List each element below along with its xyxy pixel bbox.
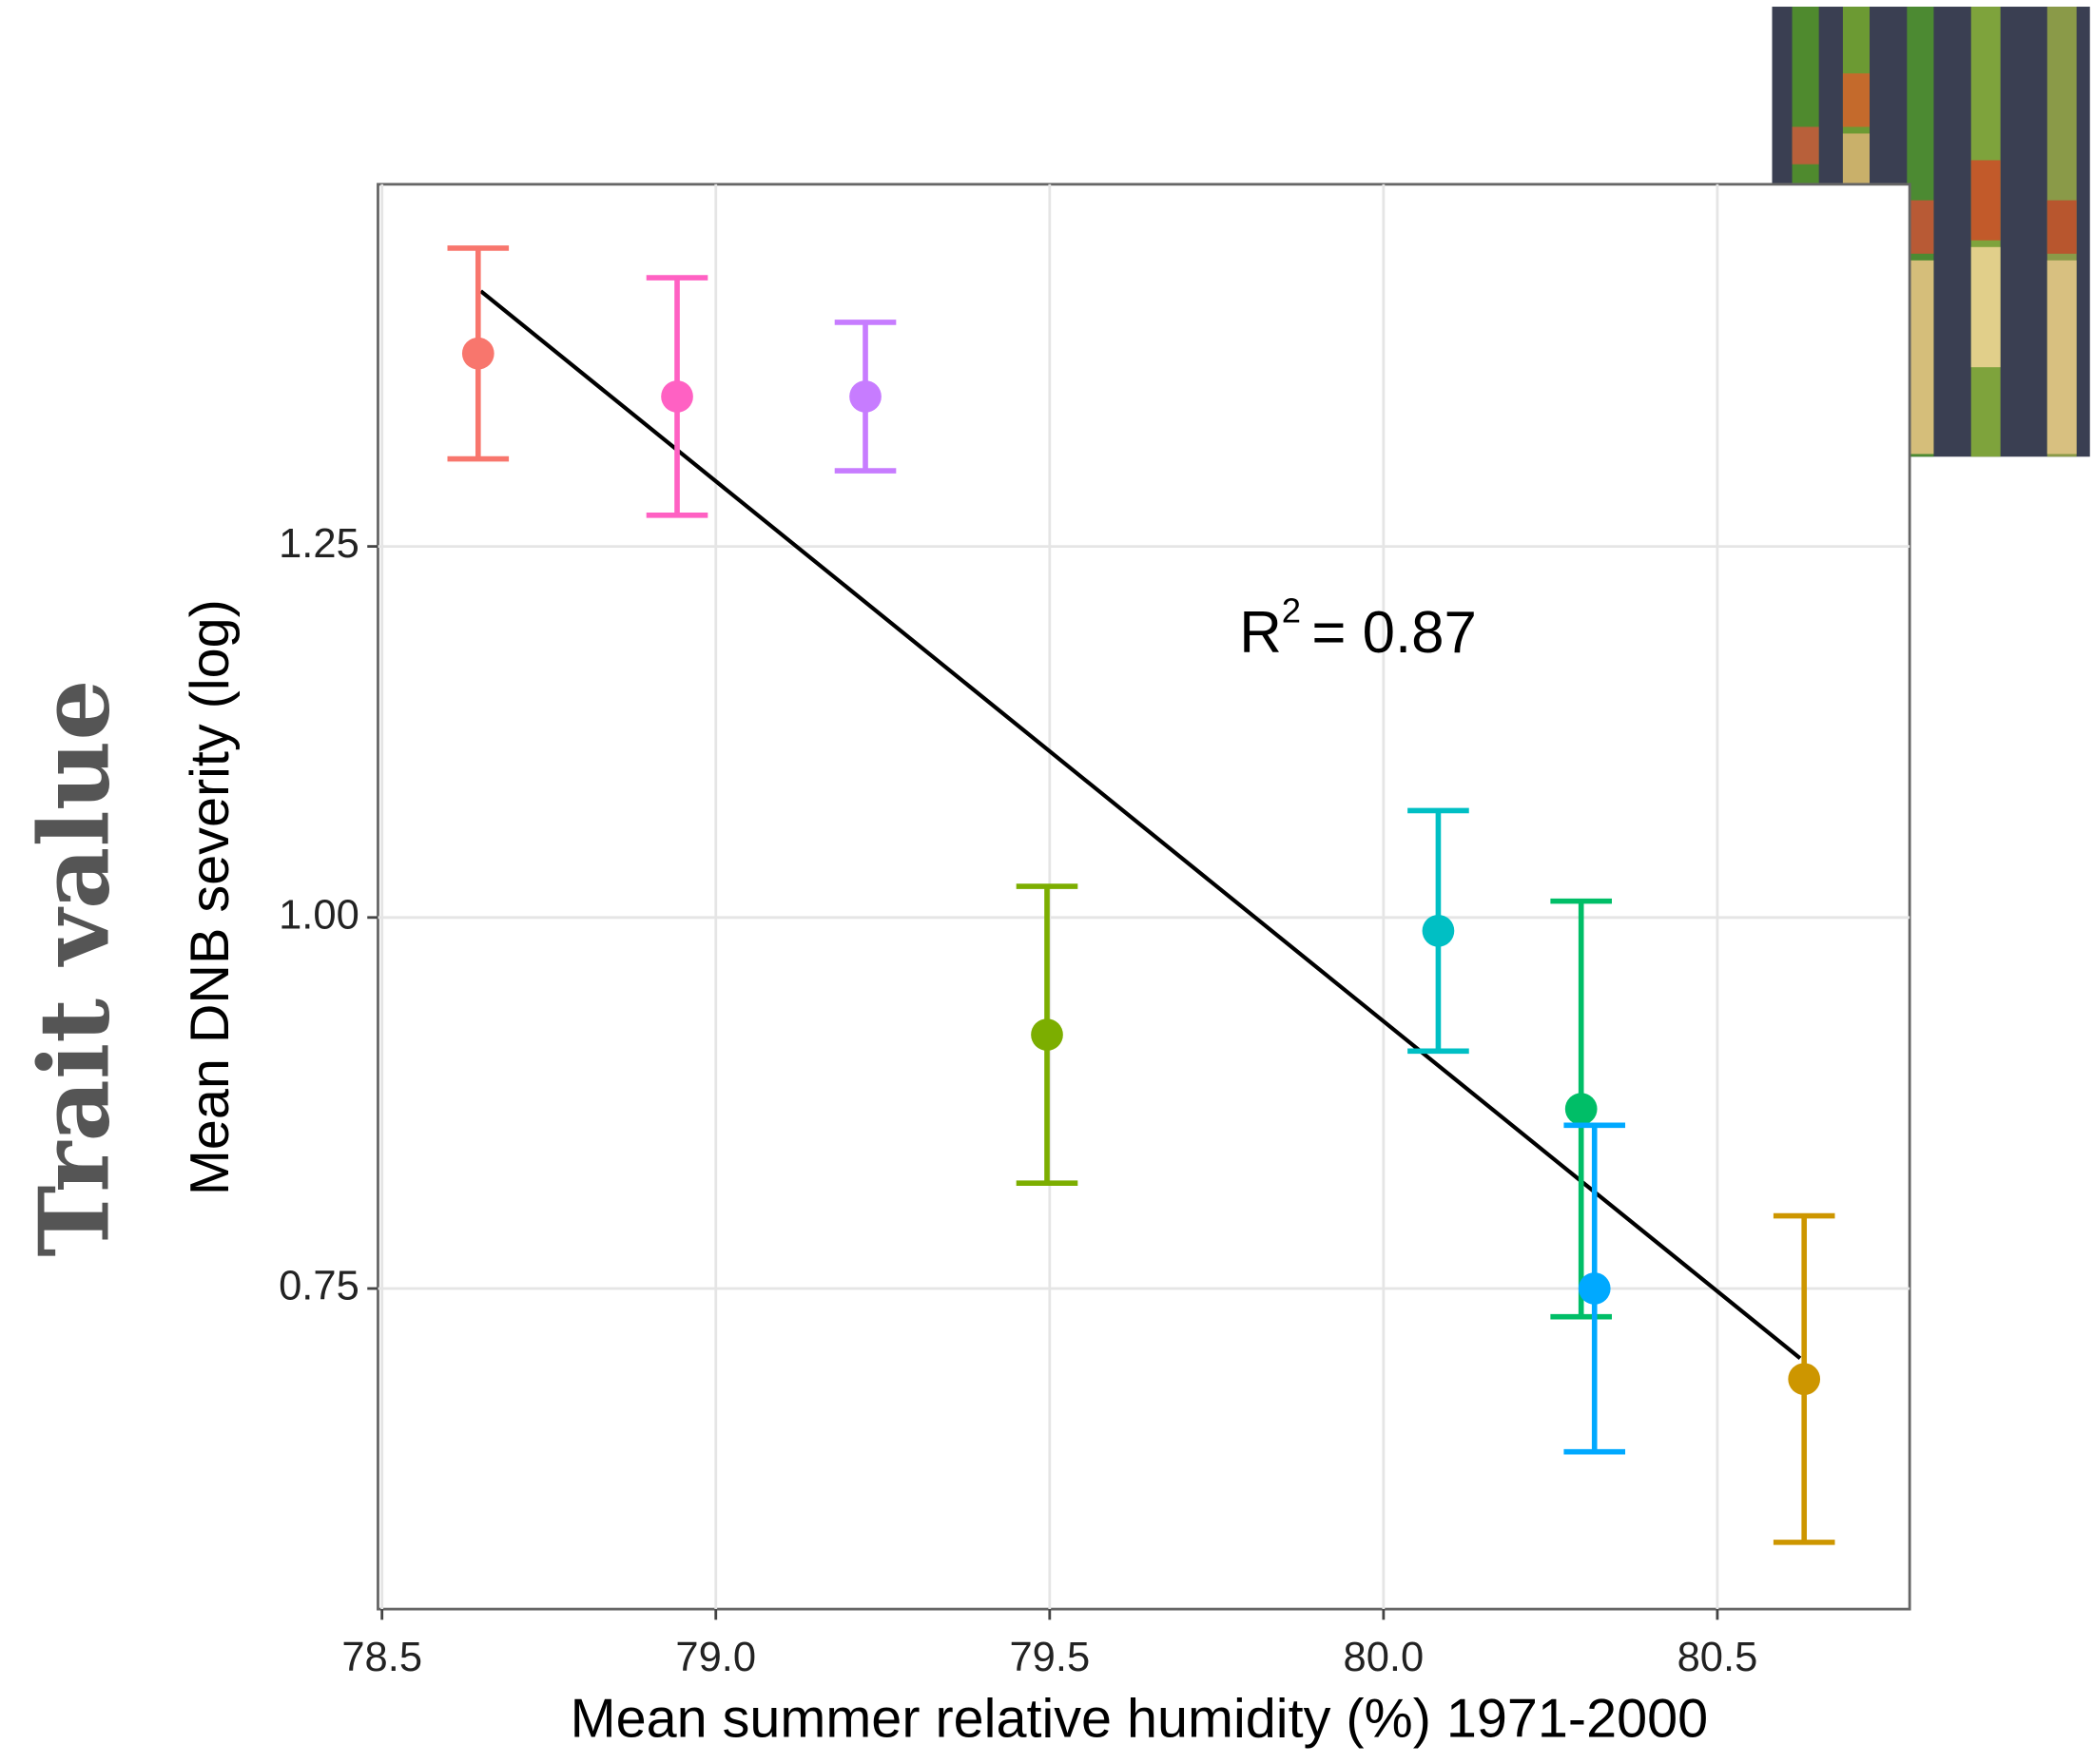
y-tick-label: 1.00	[279, 892, 359, 938]
point	[661, 380, 693, 413]
y-tick-label: 1.25	[279, 521, 359, 567]
point	[849, 380, 882, 413]
x-tick-label: 80.5	[1677, 1635, 1758, 1680]
point	[1422, 914, 1455, 947]
y-axis-title: Mean DNB severity (log)	[180, 599, 241, 1195]
side-label: Trait value	[18, 679, 131, 1256]
point	[1031, 1018, 1063, 1051]
point	[1788, 1363, 1821, 1396]
x-tick-label: 79.0	[675, 1635, 756, 1680]
x-tick-label: 78.5	[341, 1635, 422, 1680]
point	[461, 337, 494, 370]
annotation: R2 = 0.87	[1239, 591, 1477, 666]
x-tick-label: 80.0	[1344, 1635, 1425, 1680]
x-tick-label: 79.5	[1009, 1635, 1090, 1680]
x-axis-title: Mean summer relative humidity (%) 1971-2…	[571, 1689, 1709, 1750]
annotation-superscript: 2	[1282, 591, 1301, 630]
annotation-text: R	[1239, 600, 1282, 666]
needle-photo	[1772, 7, 2090, 457]
y-tick-label: 0.75	[279, 1263, 359, 1308]
point	[1578, 1272, 1611, 1305]
plot-panel	[377, 183, 1911, 1611]
annotation-rest: = 0.87	[1311, 600, 1476, 666]
point	[1564, 1093, 1598, 1125]
